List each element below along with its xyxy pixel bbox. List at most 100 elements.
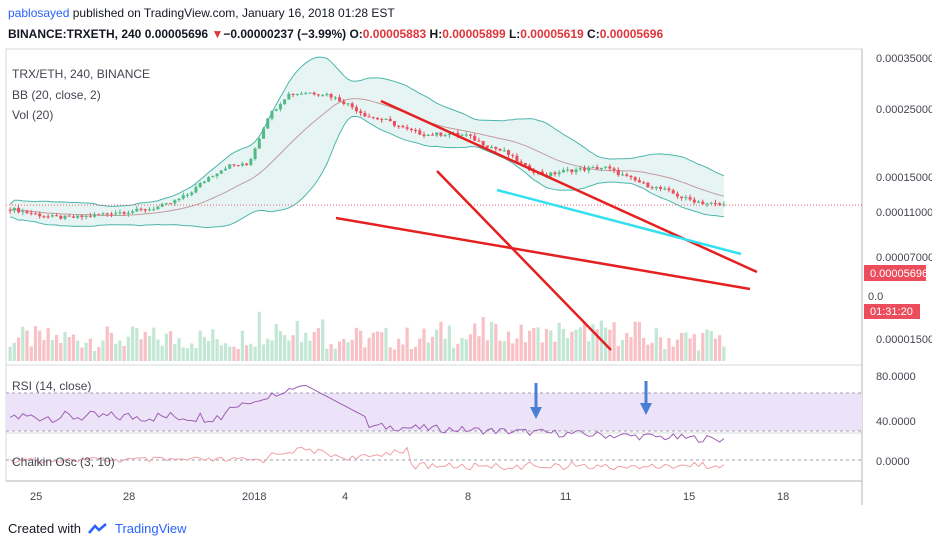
volume-bar [650, 342, 654, 361]
candle-body [139, 208, 143, 210]
volume-bar [207, 340, 211, 361]
volume-bar [118, 340, 122, 361]
volume-bar [625, 333, 629, 361]
candle-body [625, 174, 629, 176]
candle-body [29, 212, 33, 214]
candle-body [684, 197, 688, 199]
chaikin-line [9, 446, 725, 471]
volume-bar [502, 341, 506, 361]
candle-body [367, 116, 371, 118]
candle-body [185, 194, 190, 196]
candle-body [346, 103, 350, 105]
candle-body [118, 212, 122, 214]
chart-canvas[interactable]: TRX/ETH, 240, BINANCE BB (20, close, 2) … [0, 47, 932, 517]
volume-bar [642, 337, 646, 361]
candle-body [388, 118, 392, 122]
time-tick: 15 [683, 491, 695, 503]
volume-bar [198, 330, 202, 361]
volume-bar [696, 350, 701, 361]
candle-body [114, 213, 118, 215]
volume-bar [705, 329, 709, 361]
volume-bar [160, 345, 164, 361]
rsi-tick: 40.0000 [876, 416, 916, 428]
volume-bar [439, 321, 443, 361]
candle-body [713, 202, 717, 204]
candle-body [17, 207, 21, 213]
candle-body [101, 213, 105, 215]
legend-chaikin[interactable]: Chaikin Osc (3, 10) [12, 455, 115, 469]
candle-body [219, 170, 223, 174]
volume-bar [409, 349, 413, 361]
volume-bar [173, 343, 177, 361]
candle-body [93, 214, 97, 217]
legend-vol[interactable]: Vol (20) [12, 108, 53, 122]
candle-body [481, 141, 485, 146]
candle-body [422, 134, 426, 136]
candle-body [692, 199, 696, 203]
volume-bar [456, 343, 460, 361]
volume-bar [190, 343, 194, 361]
candle-body [447, 133, 451, 136]
volume-bar [59, 342, 63, 361]
candle-body [418, 130, 422, 135]
volume-bar [194, 348, 198, 361]
candle-body [198, 183, 202, 188]
volume-bar [637, 322, 642, 361]
candle-body [697, 201, 701, 203]
candle-body [283, 99, 287, 105]
candle-body [519, 161, 523, 163]
candle-body [392, 121, 396, 126]
volume-bar [384, 327, 388, 361]
candle-body [257, 138, 261, 149]
candle-body [190, 192, 194, 195]
close-label: C: [587, 27, 600, 41]
volume-bar [278, 331, 283, 361]
time-tick: 25 [30, 491, 42, 503]
trendlines[interactable] [335, 99, 758, 351]
volume-bar [71, 334, 76, 361]
legend-bb[interactable]: BB (20, close, 2) [12, 88, 101, 102]
chaikin-pane [5, 432, 863, 482]
volume-bar [405, 327, 409, 361]
rsi-tick: 80.0000 [876, 371, 916, 383]
volume-bar [426, 342, 430, 361]
volume-bar [718, 335, 722, 361]
candle-body [663, 188, 667, 190]
volume-bar [532, 327, 536, 361]
down-arrow-marker-1 [530, 383, 542, 419]
tradingview-brand[interactable]: TradingView [114, 521, 187, 536]
volume-bar [211, 329, 215, 361]
legend-symbol[interactable]: TRX/ETH, 240, BINANCE [12, 67, 150, 81]
volume-bar [477, 336, 481, 361]
candle-body [215, 173, 219, 177]
candle-body [316, 94, 320, 96]
author-link[interactable]: pablosayed [8, 6, 70, 20]
candle-body [105, 213, 109, 215]
candle-body [300, 93, 304, 95]
volume-bar [629, 337, 633, 361]
candle-body [642, 182, 646, 184]
candle-body [304, 93, 308, 95]
candle-body [494, 147, 498, 149]
candle-body [249, 159, 253, 165]
volume-bar [473, 323, 477, 361]
candle-body [506, 150, 510, 155]
tradingview-logo-icon [88, 522, 107, 534]
volume-bar [587, 341, 591, 361]
candle-body [228, 164, 232, 169]
candle-body [633, 177, 637, 181]
candle-body [262, 128, 266, 139]
volume-bar [392, 349, 397, 361]
volume-bar [308, 340, 312, 361]
volume-bar [511, 343, 515, 361]
publish-info: pablosayed published on TradingView.com,… [8, 6, 395, 20]
candle-body [468, 134, 472, 136]
countdown-tag [864, 304, 920, 319]
volume-bar [337, 341, 342, 361]
legend-rsi[interactable]: RSI (14, close) [12, 379, 91, 393]
volume-bar [684, 332, 688, 361]
candle-body [667, 188, 671, 191]
bb-lower [9, 115, 724, 228]
volume-bar [422, 328, 426, 361]
volume-bar [515, 338, 519, 361]
